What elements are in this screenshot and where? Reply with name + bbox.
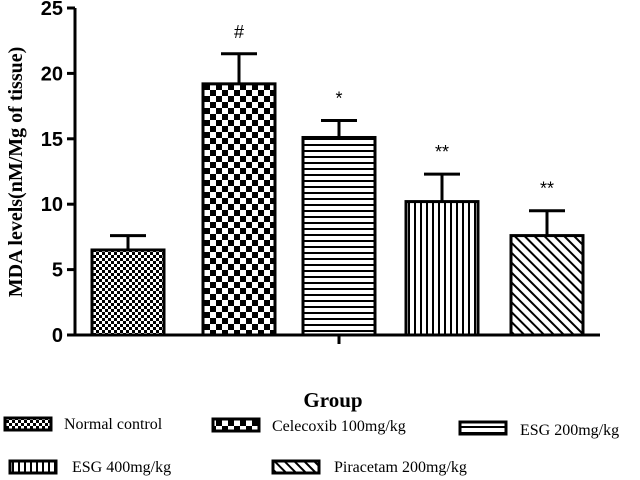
significance-label: * <box>335 88 342 108</box>
legend-swatch <box>458 420 508 436</box>
bar <box>509 234 585 337</box>
significance-label: ** <box>435 142 449 162</box>
legend-label: ESG 400mg/kg <box>72 459 171 476</box>
y-tick-label: 25 <box>41 0 63 20</box>
bars: #***** <box>90 22 585 337</box>
y-tick-label: 5 <box>52 260 63 282</box>
significance-label: ** <box>540 179 554 199</box>
legend: Normal control Celecoxib 100mg/kg ESG 200m… <box>3 416 619 476</box>
bar <box>301 135 377 337</box>
legend-label: Normal control <box>64 416 163 433</box>
bar <box>201 82 277 337</box>
y-tick-label: 0 <box>52 325 63 347</box>
bar <box>404 200 480 337</box>
x-axis-title: Group <box>303 388 362 412</box>
bar <box>90 248 166 337</box>
legend-label: Celecoxib 100mg/kg <box>272 418 406 435</box>
y-tick-label: 10 <box>41 194 63 216</box>
significance-label: # <box>234 22 244 42</box>
legend-swatch <box>211 417 261 433</box>
legend-swatch <box>8 459 58 475</box>
y-tick-label: 15 <box>41 129 63 151</box>
y-axis-title: MDA levels(nM/Mg of tissue) <box>5 47 27 298</box>
y-tick-label: 20 <box>41 63 63 85</box>
legend-label: ESG 200mg/kg <box>520 422 619 439</box>
legend-label: Piracetam 200mg/kg <box>334 459 467 476</box>
legend-swatch <box>271 459 321 475</box>
legend-swatch <box>3 416 53 432</box>
